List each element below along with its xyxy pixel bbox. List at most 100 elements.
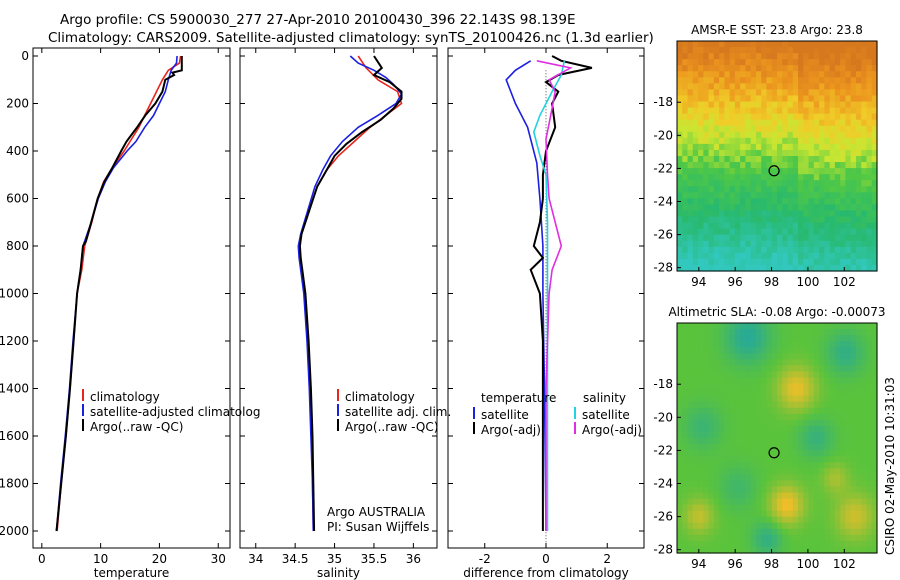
map-cell	[803, 425, 810, 433]
map-cell	[687, 41, 694, 48]
map-cell	[734, 258, 741, 266]
map-cell	[682, 252, 689, 260]
map-cell	[871, 186, 878, 193]
map-cell	[787, 119, 794, 127]
map-cell	[808, 131, 815, 139]
map-cell	[734, 240, 741, 248]
map-cell	[813, 431, 820, 439]
series-line-2	[55, 55, 178, 532]
map-cell	[850, 419, 857, 427]
map-cell	[777, 480, 783, 488]
map-cell	[729, 377, 736, 385]
map-cell	[740, 347, 747, 354]
map-cell	[766, 41, 773, 48]
map-cell	[834, 419, 841, 427]
map-cell	[734, 498, 741, 506]
map-cell	[813, 546, 820, 554]
map-cell	[840, 252, 847, 260]
map-cell	[713, 174, 720, 181]
map-cell	[824, 192, 831, 199]
map-cell	[782, 149, 789, 157]
map-cell	[861, 365, 868, 373]
map-cell	[729, 156, 736, 163]
map-cell	[787, 438, 794, 445]
map-cell	[787, 347, 794, 354]
map-cell	[750, 546, 757, 554]
map-cell	[740, 413, 747, 421]
map-cell	[766, 341, 773, 348]
map-cell	[861, 347, 868, 354]
map-cell	[861, 540, 868, 548]
map-cell	[866, 323, 873, 330]
map-cell	[766, 89, 773, 97]
map-cell	[834, 456, 841, 463]
map-cell	[677, 498, 683, 506]
map-cell	[677, 341, 683, 348]
map-cell	[766, 83, 773, 91]
map-cell	[692, 480, 699, 488]
map-cell	[855, 323, 862, 330]
map-cell	[861, 186, 868, 193]
map-cell	[677, 149, 683, 157]
map-cell	[855, 468, 862, 475]
map-cell	[845, 162, 852, 169]
map-cell	[750, 264, 757, 272]
map-cell	[677, 462, 683, 469]
map-cell	[871, 198, 878, 206]
map-cell	[803, 47, 810, 54]
map-cell	[745, 95, 752, 103]
map-cell	[808, 522, 815, 530]
map-cell	[824, 504, 831, 512]
map-cell	[755, 371, 762, 379]
series-line-3	[532, 60, 566, 531]
map-cell	[845, 341, 852, 348]
map-cell	[813, 323, 820, 330]
map-cell	[719, 444, 725, 451]
map-cell	[687, 462, 694, 469]
map-cell	[834, 389, 841, 397]
series-line-1	[56, 55, 182, 532]
map-cell	[787, 365, 794, 373]
map-cell	[734, 444, 741, 451]
map-cell	[682, 41, 689, 48]
x-tick-label: 10	[93, 552, 108, 566]
map-cell	[866, 89, 873, 97]
map-cell	[755, 162, 762, 169]
map-cell	[803, 438, 810, 445]
map-cell	[782, 438, 789, 445]
map-cell	[871, 383, 878, 391]
map-cell	[850, 444, 857, 451]
map-cell	[703, 492, 710, 500]
map-cell	[692, 47, 699, 54]
map-cell	[719, 341, 725, 348]
map-cell	[866, 156, 873, 163]
map-cell	[724, 335, 731, 342]
map-cell	[724, 419, 731, 427]
map-cell	[677, 41, 683, 48]
map-cell	[724, 168, 731, 175]
map-cell	[745, 101, 752, 109]
map-cell	[750, 534, 757, 542]
map-cell	[724, 431, 731, 439]
map-cell	[708, 474, 715, 481]
map-cell	[829, 413, 836, 421]
map-cell	[808, 359, 815, 366]
x-tick-label: 98	[764, 557, 779, 571]
map-cell	[798, 371, 804, 379]
map-cell	[840, 444, 847, 451]
map-cell	[866, 516, 873, 524]
map-cell	[713, 143, 720, 151]
map-cell	[803, 240, 810, 248]
map-cell	[713, 516, 720, 524]
map-cell	[834, 480, 841, 488]
map-cell	[813, 180, 820, 187]
map-cell	[750, 335, 757, 342]
map-cell	[855, 222, 862, 230]
map-cell	[871, 389, 878, 397]
map-cell	[787, 83, 794, 91]
map-cell	[798, 480, 804, 488]
map-cell	[840, 371, 847, 379]
map-cell	[761, 546, 768, 554]
map-cell	[777, 474, 783, 481]
map-cell	[729, 83, 736, 91]
